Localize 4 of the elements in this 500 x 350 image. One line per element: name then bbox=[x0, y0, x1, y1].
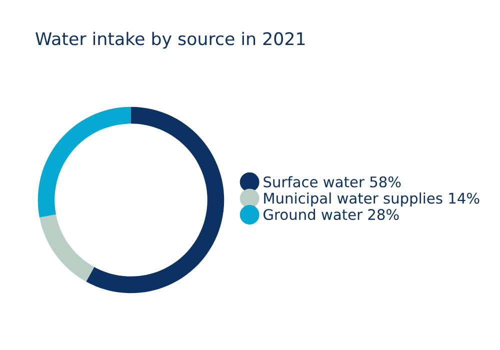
legend-label: Municipal water supplies 14% bbox=[264, 192, 480, 207]
legend-label: Surface water 58% bbox=[264, 176, 401, 188]
legend-label: Ground water 28% bbox=[264, 208, 399, 220]
chart-title: Water intake by source in 2021 bbox=[36, 32, 305, 49]
